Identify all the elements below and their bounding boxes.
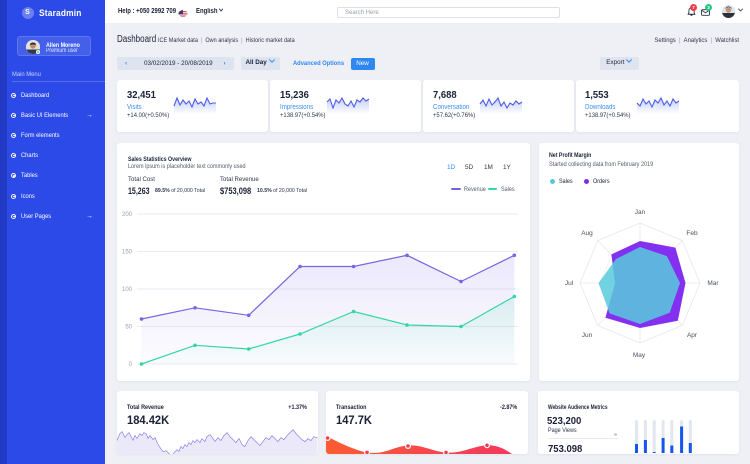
svg-text:Mar: Mar xyxy=(707,280,719,287)
svg-text:200: 200 xyxy=(122,212,133,218)
svg-text:150: 150 xyxy=(122,250,133,256)
svg-text:May: May xyxy=(632,352,645,359)
svg-text:Aug: Aug xyxy=(581,230,593,237)
svg-text:Jan: Jan xyxy=(634,209,645,216)
svg-text:Jun: Jun xyxy=(581,332,592,339)
svg-text:100: 100 xyxy=(122,287,133,293)
svg-text:Feb: Feb xyxy=(686,230,698,237)
svg-text:0: 0 xyxy=(129,362,133,368)
svg-text:Apr: Apr xyxy=(686,332,697,339)
svg-text:Jul: Jul xyxy=(564,280,573,287)
svg-text:50: 50 xyxy=(125,325,132,331)
